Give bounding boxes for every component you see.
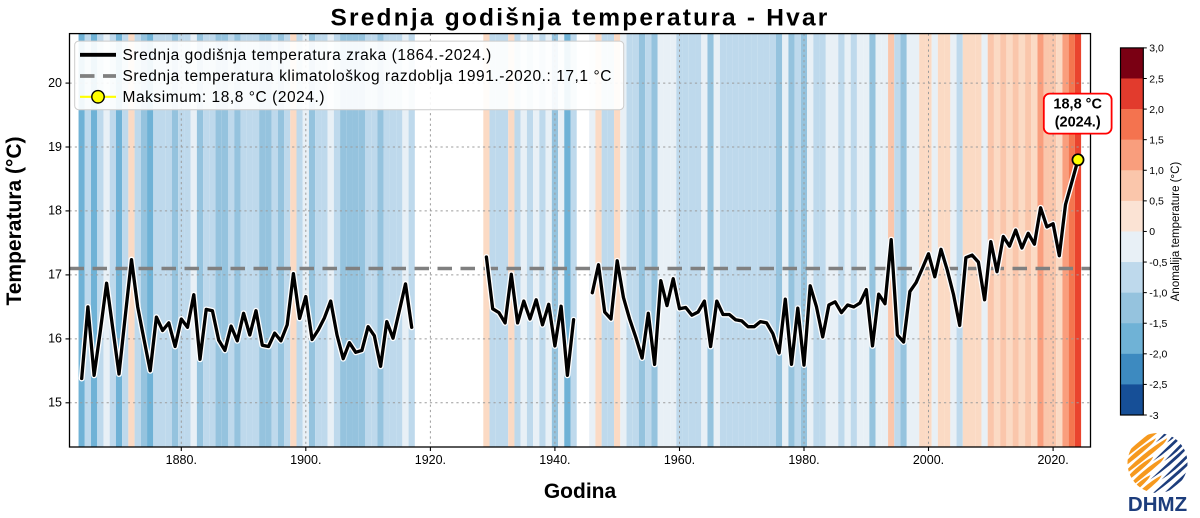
svg-text:0,5: 0,5	[1149, 196, 1164, 208]
svg-text:1980.: 1980.	[788, 453, 819, 467]
svg-text:20: 20	[48, 76, 62, 90]
svg-text:DHMZ: DHMZ	[1128, 493, 1187, 513]
svg-text:1880.: 1880.	[166, 453, 197, 467]
svg-text:1,5: 1,5	[1149, 134, 1164, 146]
svg-text:2020.: 2020.	[1037, 453, 1068, 467]
svg-text:Anomalija temperature (°C): Anomalija temperature (°C)	[1170, 162, 1182, 302]
svg-text:Godina: Godina	[544, 480, 617, 503]
svg-text:Srednja godišnja temperatura z: Srednja godišnja temperatura zraka (1864…	[123, 47, 492, 64]
svg-text:-1,0: -1,0	[1149, 287, 1167, 299]
svg-text:1960.: 1960.	[664, 453, 695, 467]
svg-text:Temperatura (°C): Temperatura (°C)	[3, 136, 26, 305]
svg-text:-2,5: -2,5	[1149, 379, 1167, 391]
svg-text:-1,5: -1,5	[1149, 318, 1167, 330]
svg-text:3,0: 3,0	[1149, 43, 1164, 55]
svg-text:1920.: 1920.	[415, 453, 446, 467]
svg-text:-0,5: -0,5	[1149, 257, 1167, 269]
svg-text:Maksimum: 18,8 °C (2024.): Maksimum: 18,8 °C (2024.)	[123, 89, 326, 106]
svg-text:(2024.): (2024.)	[1055, 115, 1101, 131]
svg-text:19: 19	[48, 140, 62, 154]
svg-text:1900.: 1900.	[290, 453, 321, 467]
svg-text:Srednja godišnja temperatura -: Srednja godišnja temperatura - Hvar	[330, 5, 829, 32]
svg-text:2,0: 2,0	[1149, 104, 1164, 116]
svg-text:-3: -3	[1149, 410, 1158, 422]
svg-text:0: 0	[1149, 226, 1155, 238]
svg-text:18,8 °C: 18,8 °C	[1053, 97, 1102, 113]
svg-text:16: 16	[48, 332, 62, 346]
svg-text:15: 15	[48, 396, 62, 410]
svg-text:-2,0: -2,0	[1149, 349, 1167, 361]
svg-text:17: 17	[48, 268, 62, 282]
svg-text:2000.: 2000.	[913, 453, 944, 467]
svg-text:1,0: 1,0	[1149, 165, 1164, 177]
svg-text:18: 18	[48, 204, 62, 218]
svg-text:1940.: 1940.	[539, 453, 570, 467]
svg-text:2,5: 2,5	[1149, 73, 1164, 85]
svg-text:Srednja temperatura klimatološ: Srednja temperatura klimatološkog razdob…	[123, 68, 612, 85]
